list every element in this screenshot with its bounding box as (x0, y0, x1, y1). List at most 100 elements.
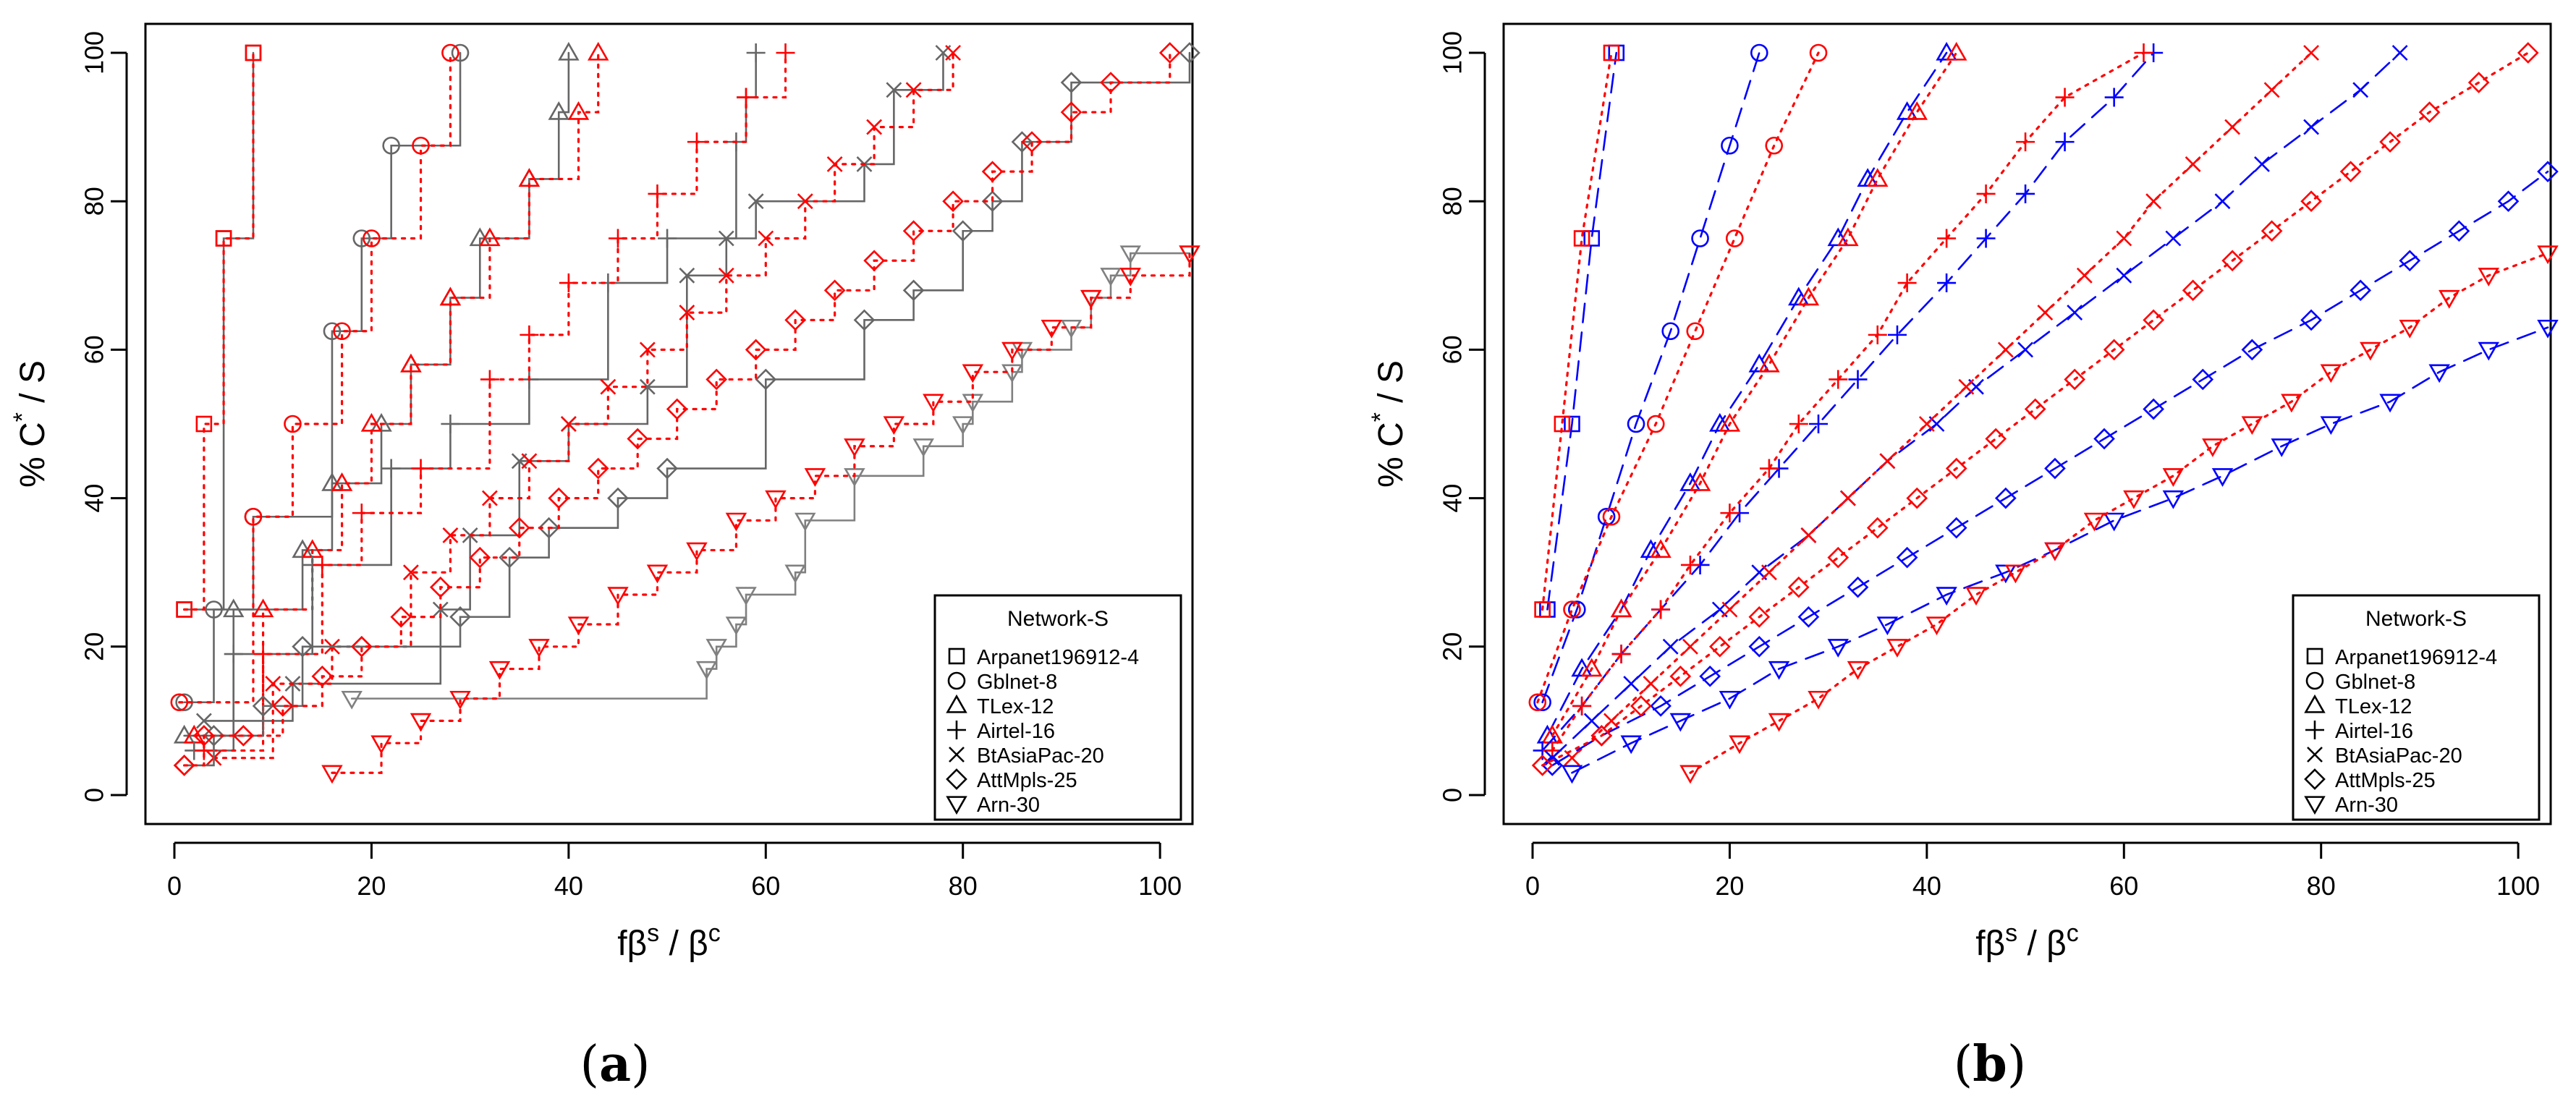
y-tick-label: 60 (1438, 335, 1467, 364)
data-point (2116, 267, 2132, 284)
data-point (679, 305, 695, 321)
data-point (1528, 693, 1547, 712)
data-point (341, 690, 363, 710)
x-tick-label: 100 (2496, 871, 2540, 901)
data-point (1623, 676, 1640, 692)
data-point (758, 230, 774, 247)
panel-label-paren: ( (1954, 1036, 1973, 1093)
data-point (2537, 161, 2559, 182)
x-tick-label: 0 (1525, 871, 1540, 901)
data-point (2024, 398, 2046, 420)
data-point (1643, 676, 1659, 692)
data-point (1563, 600, 1581, 619)
data-point (666, 398, 688, 420)
data-point (1837, 227, 1859, 247)
data-point (2221, 250, 2243, 272)
series-airtel-16-dotted (1543, 43, 2153, 760)
legend: Network-SArpanet196912-4Gblnet-8TLex-12A… (2292, 594, 2541, 821)
series-btasiapac-20-dotted (206, 45, 962, 766)
legend-entry-label: AttMpls-25 (2335, 769, 2436, 792)
legend-box (933, 594, 1182, 821)
x-axis-label-superscript: c (708, 919, 721, 947)
series-tlex-12-dotted (1541, 41, 1967, 744)
data-point (981, 161, 1004, 182)
legend-marker-plus (947, 721, 966, 739)
data-point (587, 457, 609, 480)
data-point (224, 645, 243, 664)
data-point (844, 438, 865, 457)
data-point (737, 88, 756, 107)
x-tick-label: 40 (554, 871, 583, 901)
data-point (1583, 230, 1601, 247)
data-point (1567, 600, 1586, 619)
data-point (1620, 735, 1642, 755)
y-axis-label: % C* / S (1367, 360, 1410, 488)
data-point (981, 190, 1004, 213)
y-axis-label-part: / S (14, 360, 52, 412)
data-point (2537, 319, 2559, 339)
data-point (1847, 576, 1869, 598)
legend-entry-label: Gblnet-8 (2335, 671, 2415, 694)
data-point (1721, 601, 1738, 618)
data-point (2016, 132, 2035, 152)
series-line (1571, 326, 2549, 774)
data-point (1748, 606, 1771, 628)
legend-entry-label: Arn-30 (2335, 794, 2398, 817)
data-point (1651, 600, 1671, 619)
series-gblnet-8-dotted (1528, 43, 1828, 712)
data-point (2320, 416, 2342, 436)
series-attmpls-25-dashed (1541, 161, 2559, 776)
data-point (686, 542, 708, 561)
legend-marker-square (948, 647, 965, 665)
data-point (1650, 539, 1672, 558)
data-point (923, 394, 944, 413)
legend-entry-label: Arpanet196912-4 (2335, 646, 2497, 669)
data-point (253, 645, 273, 664)
data-point (2016, 184, 2035, 203)
series-gblnet-8-solid (175, 43, 470, 712)
data-point (449, 606, 471, 628)
series-line (212, 51, 954, 760)
data-point (883, 416, 905, 436)
data-point (381, 459, 401, 478)
data-point (656, 457, 678, 480)
y-axis-label-superscript: * (1367, 412, 1394, 422)
series-gblnet-8-dashed (1533, 43, 1768, 712)
data-point (853, 309, 876, 331)
data-point (2116, 230, 2132, 247)
data-point (1787, 576, 1810, 598)
data-point (1689, 472, 1711, 491)
data-point (2241, 416, 2263, 436)
x-tick-label: 40 (1912, 871, 1941, 901)
data-point (1719, 690, 1741, 710)
panel-label-paren: ) (631, 1036, 651, 1093)
series-line (1546, 51, 1618, 611)
data-point (607, 587, 629, 606)
y-tick-label: 100 (80, 31, 109, 75)
data-point (1686, 322, 1705, 341)
data-point (1797, 606, 1820, 628)
legend-marker-plus (2305, 721, 2324, 739)
data-point (2143, 309, 2164, 331)
data-point (215, 230, 232, 247)
data-point (2448, 220, 2470, 242)
data-point (1765, 136, 1784, 155)
series-line (203, 51, 944, 722)
series-line (1541, 51, 1613, 611)
data-point (2214, 193, 2231, 210)
data-point (1847, 661, 1869, 680)
series-attmpls-25-solid (173, 42, 1200, 776)
data-point (2352, 82, 2369, 98)
data-point (1602, 507, 1621, 526)
legend-marker-triangle-up (2304, 694, 2326, 713)
data-point (1580, 658, 1603, 677)
data-point (1708, 635, 1731, 658)
data-point (2162, 490, 2185, 509)
data-point (2202, 438, 2224, 457)
data-point (350, 635, 373, 658)
data-point (2093, 428, 2115, 450)
data-point (176, 601, 192, 618)
series-line (1541, 51, 1761, 704)
data-point (797, 193, 813, 210)
data-point (1100, 268, 1122, 286)
